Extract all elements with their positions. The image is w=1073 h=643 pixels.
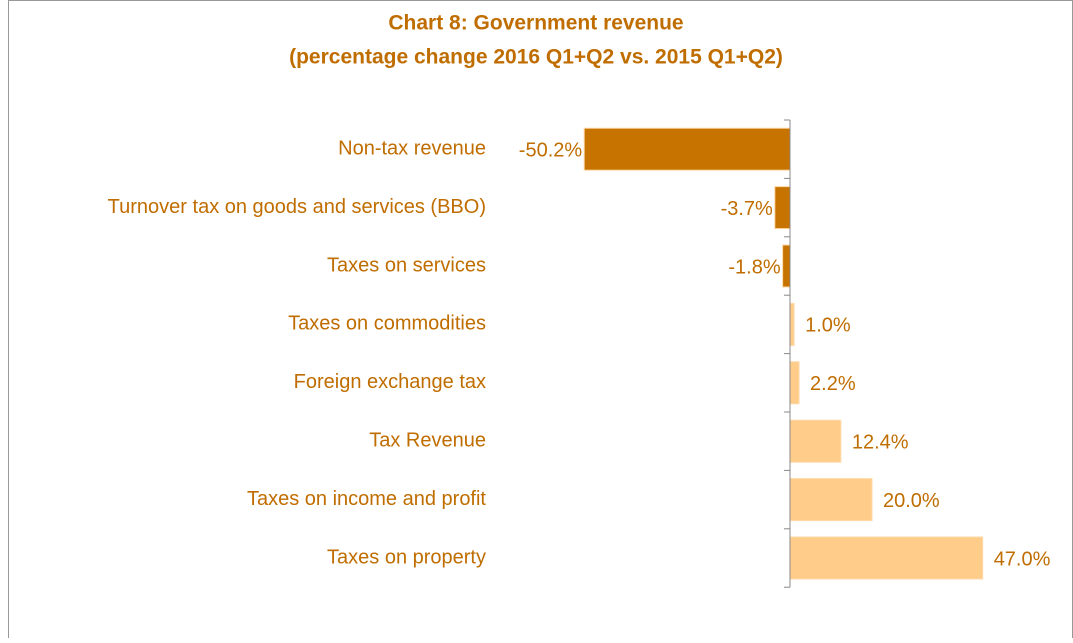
- bar: [789, 361, 800, 405]
- data-label: -3.7%: [721, 198, 773, 220]
- y-tick-label: Non-tax revenue: [338, 137, 486, 159]
- bar: [789, 302, 795, 346]
- data-label: 20.0%: [883, 490, 940, 512]
- data-label: 2.2%: [810, 373, 856, 395]
- y-tick-label: Taxes on services: [327, 254, 486, 276]
- bar: [789, 536, 984, 580]
- bar: [774, 186, 791, 230]
- data-label: -50.2%: [519, 139, 583, 161]
- chart-title: Chart 8: Government revenue: [388, 12, 683, 35]
- y-tick-label: Taxes on commodities: [288, 313, 486, 335]
- bar: [782, 244, 791, 288]
- bar: [789, 419, 842, 463]
- y-tick-label: Taxes on income and profit: [247, 488, 486, 510]
- data-label: -1.8%: [728, 256, 780, 278]
- y-tick-label: Tax Revenue: [369, 429, 486, 451]
- data-label: 47.0%: [994, 548, 1051, 570]
- y-tick-label: Taxes on property: [327, 546, 486, 568]
- data-label: 12.4%: [852, 431, 909, 453]
- chart-subtitle: (percentage change 2016 Q1+Q2 vs. 2015 Q…: [289, 46, 783, 69]
- y-tick-label: Turnover tax on goods and services (BBO): [108, 196, 486, 218]
- bar: [583, 127, 791, 171]
- data-label: 1.0%: [805, 315, 851, 337]
- bar: [789, 478, 873, 522]
- y-tick-label: Foreign exchange tax: [294, 371, 486, 393]
